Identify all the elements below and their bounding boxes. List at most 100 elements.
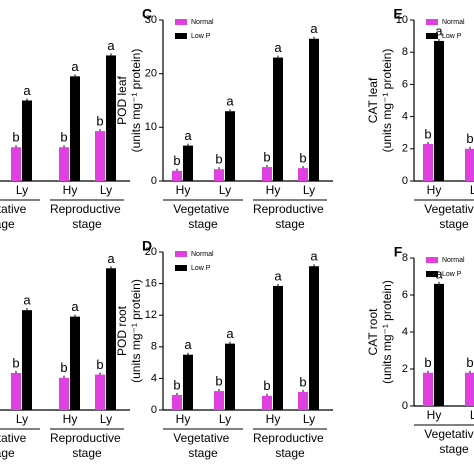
significance-letter: b: [12, 130, 19, 145]
y-tick-label: 0: [151, 175, 157, 187]
legend-swatch: [175, 251, 187, 257]
significance-letter: a: [274, 268, 282, 283]
y-axis-title: POD root: [115, 305, 129, 356]
x-tick-label: Ly: [470, 408, 474, 422]
bar: [172, 394, 182, 410]
significance-letter: b: [299, 151, 306, 166]
y-tick-label: 12: [145, 309, 157, 321]
y-tick-label: 10: [145, 121, 157, 133]
significance-letter: a: [184, 337, 192, 352]
x-tick-label: Ly: [303, 183, 315, 197]
significance-letter: a: [107, 38, 115, 53]
significance-letter: a: [226, 94, 234, 109]
y-tick-label: 4: [402, 111, 408, 123]
x-tick-label: Hy: [266, 183, 281, 197]
group-label: Vegetative stage: [0, 202, 30, 231]
legend-label: Normal: [191, 251, 214, 258]
bar: [298, 168, 308, 181]
significance-letter: b: [424, 126, 431, 141]
panel-letter: D: [142, 238, 152, 254]
x-tick-label: Hy: [427, 183, 442, 197]
significance-letter: b: [263, 149, 270, 164]
bar: [11, 147, 21, 181]
bar: [22, 310, 32, 410]
y-tick-label: 8: [402, 46, 408, 58]
y-tick-label: 10: [396, 14, 408, 26]
y-axis-unit: (units mg⁻¹ protein): [129, 49, 143, 153]
x-tick-label: Hy: [427, 408, 442, 422]
bar: [423, 143, 433, 181]
y-tick-label: 4: [402, 326, 408, 338]
x-tick-label: Hy: [176, 412, 191, 426]
bar: [434, 283, 444, 406]
bar: [106, 268, 116, 410]
y-tick-label: 6: [402, 78, 408, 90]
legend-swatch: [426, 19, 438, 25]
bar: [309, 38, 319, 182]
bar: [262, 167, 272, 181]
bar: [465, 148, 474, 181]
significance-letter: a: [310, 21, 318, 36]
significance-letter: b: [299, 374, 306, 389]
bar: [309, 266, 319, 410]
group-label: Reproductive stage: [50, 431, 124, 460]
y-tick-label: 30: [145, 14, 157, 26]
legend-swatch: [426, 271, 438, 277]
y-tick-label: 0: [402, 175, 408, 187]
y-tick-label: 4: [151, 372, 157, 384]
bar: [95, 374, 105, 410]
bar: [22, 100, 32, 181]
legend-swatch: [175, 19, 187, 25]
bar: [70, 316, 80, 410]
x-tick-label: Ly: [303, 412, 315, 426]
legend-label: Normal: [442, 19, 465, 26]
legend-label: Normal: [191, 19, 214, 26]
significance-letter: a: [23, 83, 31, 98]
y-axis-title: CAT leaf: [366, 77, 380, 123]
panel-letter: E: [393, 6, 402, 22]
legend-label: Low P: [442, 33, 462, 40]
significance-letter: b: [215, 373, 222, 388]
legend-swatch: [426, 257, 438, 263]
x-tick-label: Ly: [470, 183, 474, 197]
significance-letter: b: [173, 377, 180, 392]
group-label: Vegetative stage: [424, 202, 474, 231]
x-tick-label: Hy: [63, 412, 78, 426]
group-label: Reproductive stage: [50, 202, 124, 231]
significance-letter: b: [12, 355, 19, 370]
significance-letter: b: [424, 355, 431, 370]
y-axis-title: CAT root: [366, 308, 380, 356]
bar: [465, 372, 474, 406]
bar: [225, 111, 235, 181]
y-tick-label: 2: [402, 363, 408, 375]
group-label: Vegetative stage: [173, 202, 232, 231]
x-tick-label: Ly: [219, 412, 231, 426]
significance-letter: a: [184, 128, 192, 143]
bar: [106, 55, 116, 181]
x-tick-label: Ly: [100, 412, 112, 426]
bar: [273, 57, 283, 181]
bar: [434, 40, 444, 182]
y-tick-label: 20: [145, 68, 157, 80]
significance-letter: a: [71, 299, 79, 314]
legend-label: Low P: [191, 265, 211, 272]
group-label: Reproductive stage: [253, 431, 327, 460]
bar: [273, 285, 283, 410]
y-tick-label: 8: [151, 341, 157, 353]
significance-letter: a: [310, 249, 318, 264]
panel-letter: F: [394, 244, 403, 260]
significance-letter: b: [263, 378, 270, 393]
group-label: Vegetative stage: [424, 427, 474, 456]
group-label: Vegetative stage: [173, 431, 232, 460]
panel-letter: C: [142, 6, 152, 22]
bar: [172, 170, 182, 181]
bar: [298, 391, 308, 410]
y-tick-label: 8: [402, 252, 408, 264]
significance-letter: a: [23, 293, 31, 308]
x-tick-label: Ly: [100, 183, 112, 197]
significance-letter: b: [96, 357, 103, 372]
bar: [214, 169, 224, 181]
y-axis-unit: (units mg⁻¹ protein): [129, 279, 143, 383]
significance-letter: b: [466, 131, 473, 146]
